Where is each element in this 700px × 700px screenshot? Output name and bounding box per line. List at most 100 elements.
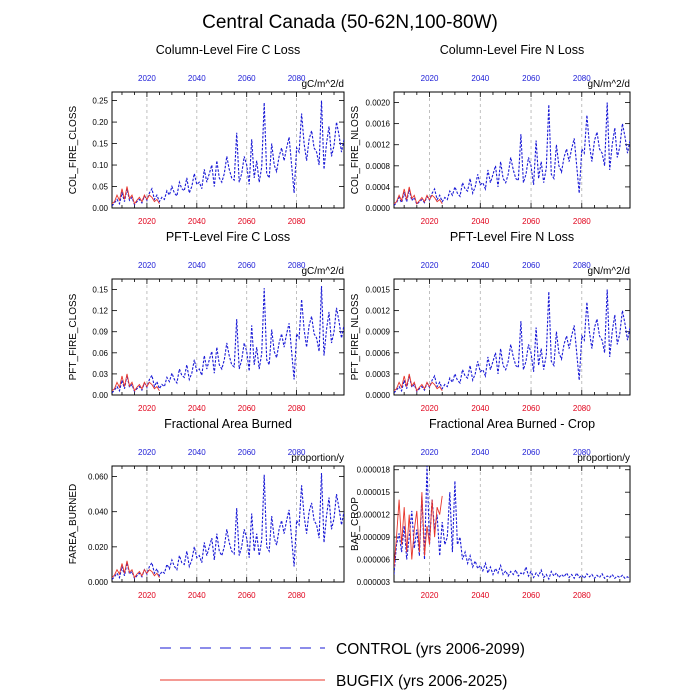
y-tick-label: 0.12 bbox=[92, 307, 108, 316]
y-tick-label: 0.0009 bbox=[366, 328, 391, 337]
y-tick-label: 0.000003 bbox=[357, 578, 391, 587]
series-line-bugfix bbox=[112, 186, 160, 205]
y-tick-label: 0.25 bbox=[92, 97, 108, 106]
x-tick-label-bottom: 2020 bbox=[421, 591, 439, 600]
x-tick-label-bottom: 2060 bbox=[522, 404, 540, 413]
series-line-control bbox=[112, 472, 344, 580]
x-tick-label-bottom: 2020 bbox=[421, 404, 439, 413]
x-tick-label-top: 2060 bbox=[522, 448, 540, 457]
panel-farea: Fractional Area Burned proportion/y 2020 20… bbox=[68, 417, 345, 600]
plot-frame bbox=[111, 278, 345, 396]
y-tick-label: 0.0015 bbox=[366, 286, 391, 295]
x-tick-label-top: 2020 bbox=[421, 74, 439, 83]
x-tick-label-top: 2080 bbox=[288, 448, 306, 457]
x-tick-label-top: 2060 bbox=[522, 74, 540, 83]
y-tick-label: 0.000015 bbox=[357, 488, 391, 497]
x-tick-label-bottom: 2060 bbox=[522, 217, 540, 226]
panel-baf_crop: Fractional Area Burned - Crop proportion/… bbox=[350, 417, 631, 600]
x-tick-label-bottom: 2020 bbox=[421, 217, 439, 226]
x-tick-label-bottom: 2060 bbox=[522, 591, 540, 600]
x-tick-label-top: 2080 bbox=[573, 74, 591, 83]
y-axis-label: PFT_FIRE_NLOSS bbox=[350, 293, 361, 380]
plot-frame bbox=[393, 278, 631, 396]
y-tick-label: 0.06 bbox=[92, 349, 108, 358]
panel-pft_c: PFT-Level Fire C Loss gC/m^2/d 2020 2020 204… bbox=[68, 230, 345, 413]
series-group bbox=[394, 102, 630, 206]
panel-title: Fractional Area Burned bbox=[164, 417, 292, 431]
series-group bbox=[394, 466, 630, 581]
figure-title: Central Canada (50-62N,100-80W) bbox=[202, 12, 498, 33]
x-tick-label-bottom: 2020 bbox=[138, 591, 156, 600]
x-tick-label-top: 2020 bbox=[138, 74, 156, 83]
y-tick-label: 0.10 bbox=[92, 161, 108, 170]
units-label: gC/m^2/d bbox=[302, 266, 345, 277]
panel-title: PFT-Level Fire N Loss bbox=[450, 230, 574, 244]
panels-group: Column-Level Fire C Loss gC/m^2/d 2020 2020… bbox=[68, 43, 631, 600]
y-tick-label: 0.000012 bbox=[357, 511, 391, 520]
x-tick-label-bottom: 2060 bbox=[238, 217, 256, 226]
y-tick-label: 0.000009 bbox=[357, 533, 391, 542]
y-tick-label: 0.15 bbox=[92, 286, 108, 295]
y-tick-label: 0.0006 bbox=[366, 349, 391, 358]
series-line-control bbox=[112, 285, 344, 394]
y-tick-label: 0.03 bbox=[92, 370, 108, 379]
x-tick-label-bottom: 2040 bbox=[471, 404, 489, 413]
x-tick-label-top: 2060 bbox=[238, 448, 256, 457]
y-tick-label: 0.15 bbox=[92, 140, 108, 149]
x-tick-label-bottom: 2040 bbox=[188, 217, 206, 226]
series-group bbox=[112, 100, 344, 207]
x-tick-label-bottom: 2080 bbox=[288, 404, 306, 413]
y-tick-label: 0.00 bbox=[92, 391, 108, 400]
x-tick-label-bottom: 2040 bbox=[188, 591, 206, 600]
units-label: proportion/y bbox=[291, 453, 344, 464]
plot-frame bbox=[393, 465, 631, 583]
x-tick-label-bottom: 2040 bbox=[188, 404, 206, 413]
series-group bbox=[112, 285, 344, 394]
x-tick-label-top: 2020 bbox=[421, 261, 439, 270]
y-axis-label: COL_FIRE_NLOSS bbox=[350, 105, 361, 194]
x-tick-label-bottom: 2080 bbox=[288, 217, 306, 226]
x-tick-label-top: 2040 bbox=[188, 448, 206, 457]
panel-col_c: Column-Level Fire C Loss gC/m^2/d 2020 2020… bbox=[68, 43, 345, 226]
panel-title: Column-Level Fire C Loss bbox=[156, 43, 301, 57]
panel-title: Column-Level Fire N Loss bbox=[440, 43, 585, 57]
x-tick-label-top: 2040 bbox=[188, 261, 206, 270]
x-tick-label-bottom: 2020 bbox=[138, 404, 156, 413]
x-tick-label-top: 2020 bbox=[138, 448, 156, 457]
series-line-control bbox=[394, 466, 630, 581]
x-tick-label-top: 2080 bbox=[573, 261, 591, 270]
units-label: gC/m^2/d bbox=[302, 79, 345, 90]
x-tick-label-top: 2060 bbox=[522, 261, 540, 270]
x-tick-label-top: 2040 bbox=[471, 448, 489, 457]
y-tick-label: 0.05 bbox=[92, 183, 108, 192]
x-tick-label-bottom: 2040 bbox=[471, 591, 489, 600]
panel-title: Fractional Area Burned - Crop bbox=[429, 417, 595, 431]
x-tick-label-top: 2040 bbox=[188, 74, 206, 83]
y-tick-label: 0.0012 bbox=[366, 307, 391, 316]
series-line-bugfix bbox=[112, 560, 160, 579]
x-tick-label-top: 2020 bbox=[138, 261, 156, 270]
y-axis-label: PFT_FIRE_CLOSS bbox=[68, 293, 79, 380]
plot-frame bbox=[111, 465, 345, 583]
legend-label-control: CONTROL (yrs 2006-2099) bbox=[336, 641, 525, 658]
y-axis-label: FAREA_BURNED bbox=[68, 484, 79, 565]
series-line-bugfix bbox=[394, 373, 443, 392]
y-tick-label: 0.09 bbox=[92, 328, 108, 337]
x-tick-label-bottom: 2080 bbox=[573, 591, 591, 600]
x-tick-label-top: 2040 bbox=[471, 74, 489, 83]
panel-title: PFT-Level Fire C Loss bbox=[166, 230, 290, 244]
y-tick-label: 0.20 bbox=[92, 118, 108, 127]
y-tick-label: 0.0003 bbox=[366, 370, 391, 379]
series-group bbox=[394, 289, 630, 394]
units-label: proportion/y bbox=[577, 453, 630, 464]
y-axis-label: COL_FIRE_CLOSS bbox=[68, 105, 79, 194]
y-tick-label: 0.0016 bbox=[366, 120, 391, 129]
x-tick-label-bottom: 2080 bbox=[288, 591, 306, 600]
x-tick-label-top: 2080 bbox=[288, 261, 306, 270]
y-tick-label: 0.000 bbox=[88, 578, 109, 587]
y-tick-label: 0.000018 bbox=[357, 466, 391, 475]
y-tick-label: 0.000006 bbox=[357, 556, 391, 565]
series-group bbox=[112, 472, 344, 580]
series-line-bugfix bbox=[394, 186, 443, 205]
